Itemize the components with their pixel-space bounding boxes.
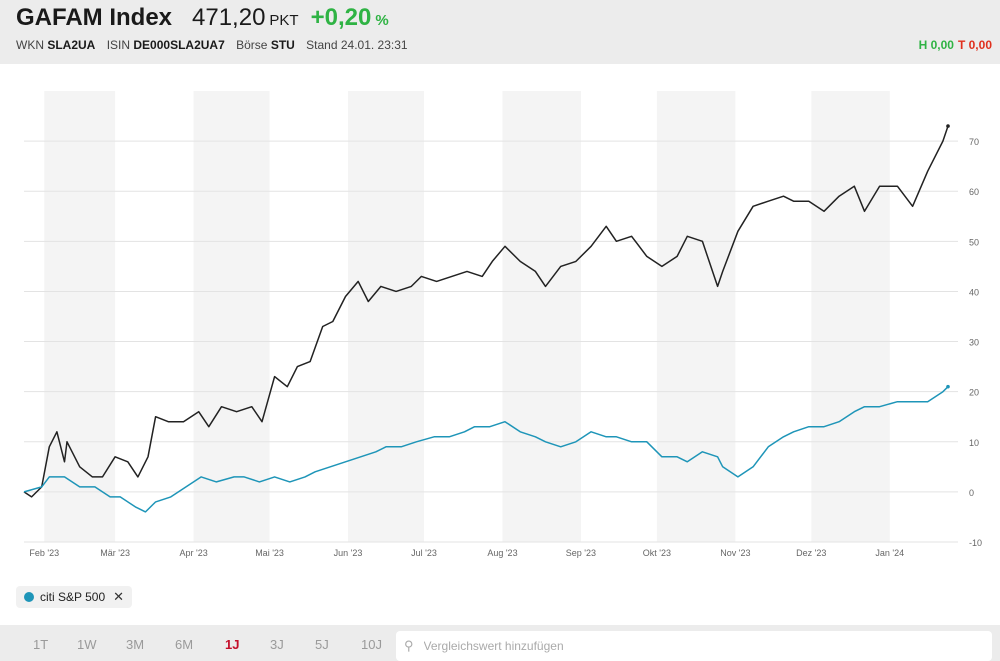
y-tick-label: 0 (969, 488, 974, 498)
high-low: H 0,00 T 0,00 (919, 38, 992, 52)
series-line-sp500 (23, 386, 949, 513)
exchange-value: STU (270, 38, 295, 52)
month-band (811, 91, 890, 542)
y-tick-label: 60 (969, 187, 979, 197)
x-tick-label: Dez '23 (796, 548, 826, 558)
y-tick-label: 50 (969, 237, 979, 247)
x-tick-label: Nov '23 (720, 548, 750, 558)
day-high: H 0,00 (918, 38, 954, 52)
comparison-chip[interactable]: citi S&P 500 ✕ (16, 586, 133, 608)
exchange-label: Börse (236, 38, 268, 52)
price-chart[interactable]: -10 0 10 20 30 40 50 60 70 Feb '23 Mär '23 Apr '23 M… (0, 64, 1000, 564)
x-tick-label: Jun '23 (334, 548, 363, 558)
x-tick-label: Apr '23 (179, 548, 207, 558)
series-end-point (946, 384, 950, 389)
y-tick-label: 40 (969, 287, 979, 297)
day-low: T 0,00 (957, 38, 992, 52)
wkn-label: WKN (16, 38, 44, 52)
instrument-meta: WKN SLA2UA ISIN DE000SLA2UA7 Börse STU S… (16, 38, 408, 52)
x-tick-label: Sep '23 (566, 548, 596, 558)
series-line-gafam (23, 125, 949, 498)
y-tick-label: 10 (969, 438, 979, 448)
wkn-value: SLA2UA (47, 38, 96, 52)
x-tick-label: Jul '23 (411, 548, 437, 558)
isin-value: DE000SLA2UA7 (133, 38, 225, 52)
quote-title-row: GAFAM Index 471,20 PKT +0,20% (16, 4, 389, 32)
month-band (348, 91, 424, 542)
range-3m-button[interactable]: 3M (126, 637, 145, 652)
range-1j-button[interactable]: 1J (225, 637, 240, 652)
instrument-price: 471,20 (192, 4, 266, 31)
timestamp: Stand 24.01. 23:31 (306, 38, 408, 52)
range-5j-button[interactable]: 5J (315, 637, 329, 652)
x-tick-label: Mär '23 (100, 548, 130, 558)
month-band (502, 91, 581, 542)
range-10j-button[interactable]: 10J (361, 637, 382, 652)
y-tick-label: 70 (969, 137, 979, 147)
instrument-name: GAFAM Index (16, 4, 173, 31)
month-band (193, 91, 270, 542)
series-color-dot (24, 592, 34, 602)
compare-input[interactable] (421, 638, 966, 654)
isin-label: ISIN (106, 38, 131, 52)
x-tick-label: Okt '23 (643, 548, 671, 558)
price-change: +0,20 (310, 4, 372, 31)
price-unit: PKT (269, 12, 299, 29)
quote-header: GAFAM Index 471,20 PKT +0,20% WKN SLA2UA IS… (0, 0, 1000, 64)
y-tick-label: 20 (969, 388, 979, 398)
close-icon[interactable]: ✕ (113, 589, 125, 604)
range-1w-button[interactable]: 1W (77, 637, 97, 652)
y-tick-label: 30 (969, 338, 979, 348)
search-icon: ⚲ (404, 638, 414, 653)
range-3j-button[interactable]: 3J (270, 637, 284, 652)
comparison-label: citi S&P 500 (40, 590, 106, 604)
range-6m-button[interactable]: 6M (175, 637, 194, 652)
range-1t-button[interactable]: 1T (33, 637, 49, 652)
x-tick-label: Mai '23 (255, 548, 284, 558)
price-change-unit: % (375, 12, 389, 29)
x-tick-label: Aug '23 (487, 548, 517, 558)
month-band (656, 91, 736, 542)
x-tick-label: Jan '24 (875, 548, 904, 558)
y-tick-label: -10 (969, 538, 982, 548)
x-tick-label: Feb '23 (29, 548, 59, 558)
compare-search[interactable]: ⚲ (396, 631, 992, 661)
series-end-point (946, 124, 950, 128)
